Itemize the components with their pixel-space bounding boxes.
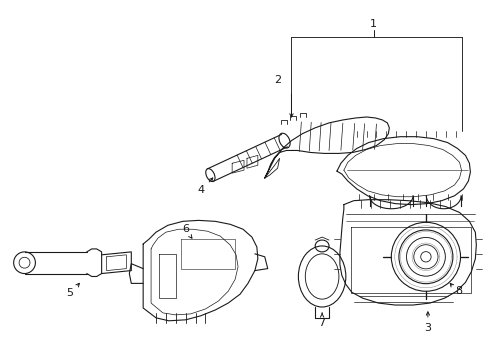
Text: 8: 8 [454,286,461,296]
Text: 6: 6 [182,224,189,234]
Text: 1: 1 [369,19,376,30]
Text: 4: 4 [197,185,203,195]
Text: 3: 3 [424,323,430,333]
Text: 5: 5 [66,288,73,298]
Text: 7: 7 [318,318,325,328]
Text: 2: 2 [273,75,281,85]
